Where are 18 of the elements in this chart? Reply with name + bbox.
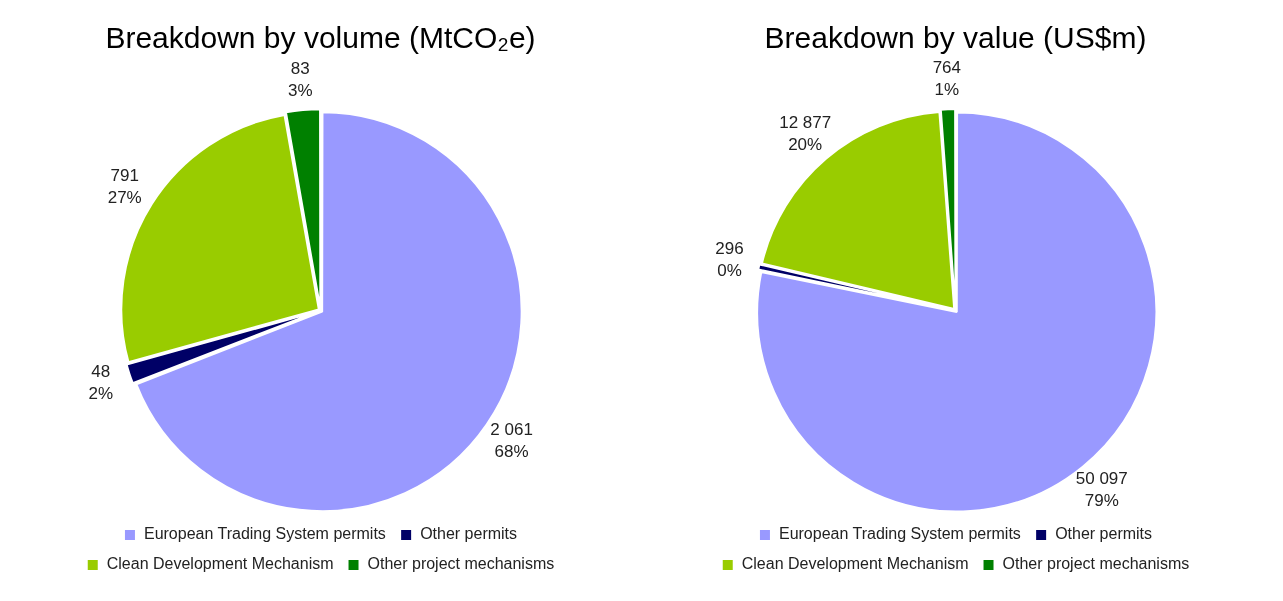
legend-label: Clean Development Mechanism [741,555,969,573]
data-label: 296 0% [715,239,744,281]
data-label: 50 097 79% [1075,468,1128,510]
legend-label: European Trading System permits [778,525,1021,543]
chart-title: Breakdown by volume (MtCO₂e) [105,21,536,55]
data-label: 48 2% [88,362,114,404]
data-label: 83 3% [288,58,313,100]
data-label: 764 1% [932,57,962,99]
legend-label: Other project mechanisms [1002,555,1190,573]
data-label: 12 877 20% [779,113,832,155]
legend-label: Other permits [1055,525,1153,543]
chart-title: Breakdown by value (US$m) [764,21,1147,55]
legend-label: Clean Development Mechanism [106,555,334,573]
legend-label: Other project mechanisms [367,555,555,573]
data-label: 791 27% [107,165,142,207]
legend-label: Other permits [420,525,518,543]
data-label: 2 061 68% [490,419,533,461]
legend-label: European Trading System permits [143,525,386,543]
